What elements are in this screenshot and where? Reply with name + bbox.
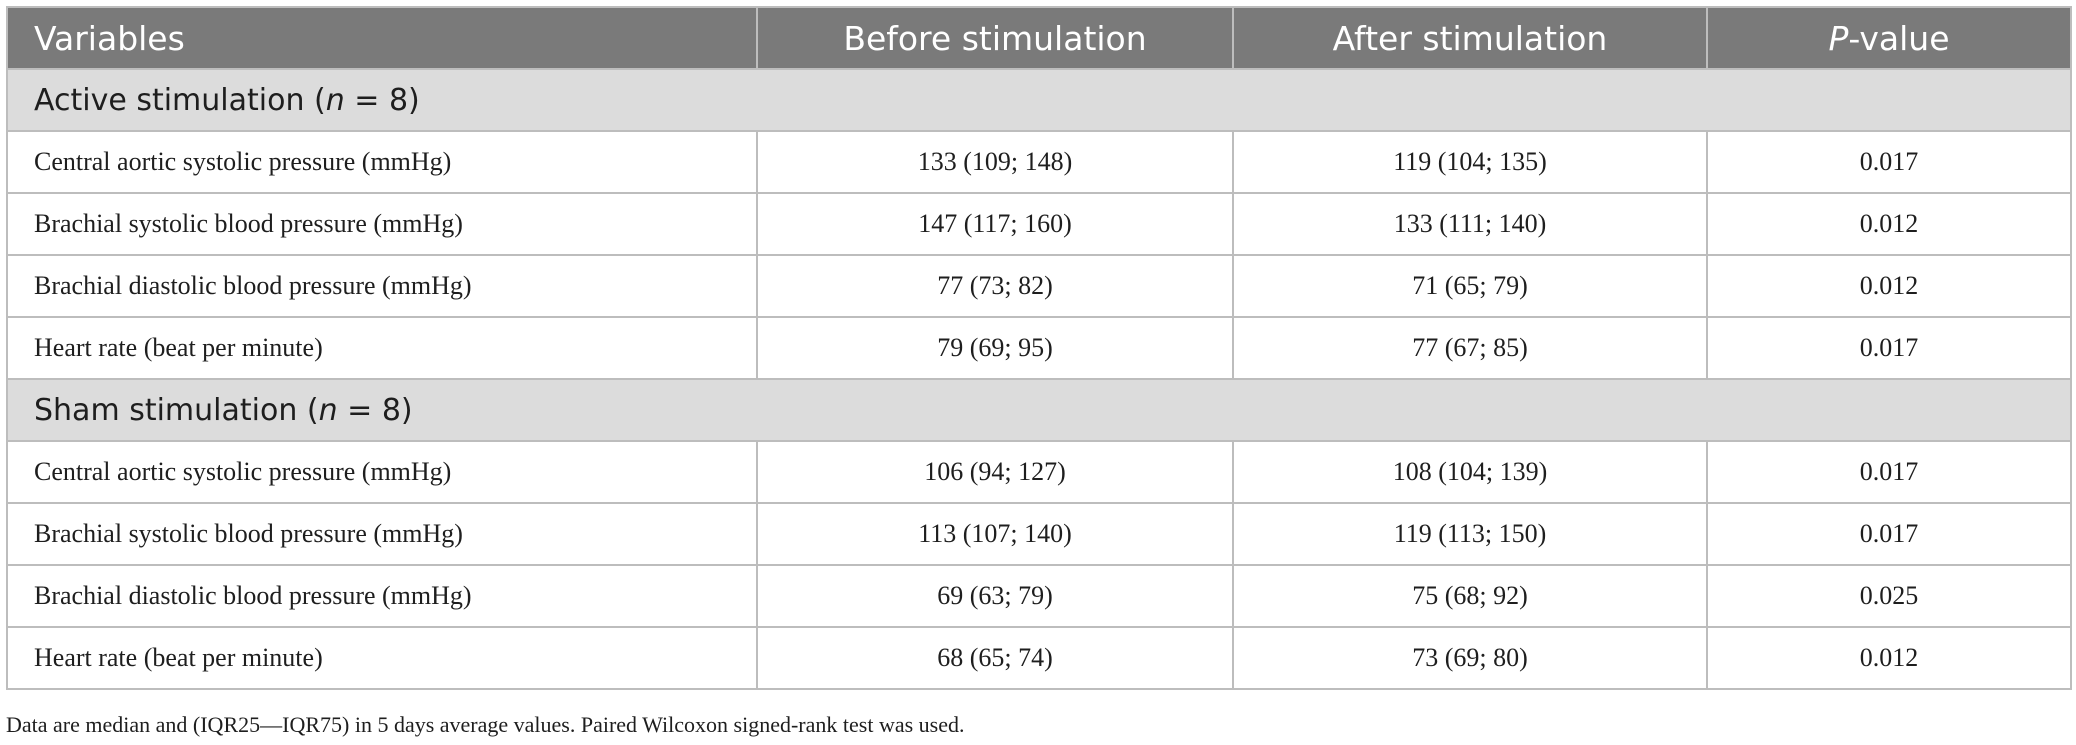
header-p-italic: P <box>1828 18 1849 58</box>
cell-p-value: 0.012 <box>1706 626 2072 690</box>
group-label-n: n <box>318 392 338 428</box>
group-label-n: n <box>325 82 345 118</box>
table-row: Central aortic systolic pressure (mmHg) … <box>6 440 2072 504</box>
cell-p-value: 0.012 <box>1706 192 2072 256</box>
table-row: Brachial systolic blood pressure (mmHg) … <box>6 192 2072 256</box>
cell-variable: Heart rate (beat per minute) <box>6 316 758 380</box>
cell-after: 119 (113; 150) <box>1232 502 1708 566</box>
table-row: Heart rate (beat per minute) 68 (65; 74)… <box>6 626 2072 690</box>
table-row: Heart rate (beat per minute) 79 (69; 95)… <box>6 316 2072 380</box>
cell-p-value: 0.017 <box>1706 130 2072 194</box>
cell-after: 108 (104; 139) <box>1232 440 1708 504</box>
cell-before: 68 (65; 74) <box>756 626 1234 690</box>
cell-p-value: 0.012 <box>1706 254 2072 318</box>
cell-before: 69 (63; 79) <box>756 564 1234 628</box>
header-p-rest: -value <box>1848 18 1950 58</box>
cell-before: 77 (73; 82) <box>756 254 1234 318</box>
cell-before: 113 (107; 140) <box>756 502 1234 566</box>
cell-after: 75 (68; 92) <box>1232 564 1708 628</box>
results-table: Variables Before stimulation After stimu… <box>6 6 2072 690</box>
cell-before: 133 (109; 148) <box>756 130 1234 194</box>
cell-after: 119 (104; 135) <box>1232 130 1708 194</box>
group-row-active: Active stimulation (n = 8) <box>6 68 2072 132</box>
cell-before: 147 (117; 160) <box>756 192 1234 256</box>
group-row-sham: Sham stimulation (n = 8) <box>6 378 2072 442</box>
cell-variable: Brachial systolic blood pressure (mmHg) <box>6 192 758 256</box>
cell-before: 79 (69; 95) <box>756 316 1234 380</box>
cell-variable: Brachial diastolic blood pressure (mmHg) <box>6 564 758 628</box>
cell-after: 71 (65; 79) <box>1232 254 1708 318</box>
group-label-suffix: = 8) <box>344 82 420 118</box>
cell-variable: Heart rate (beat per minute) <box>6 626 758 690</box>
group-label-sham: Sham stimulation (n = 8) <box>6 378 2072 442</box>
group-label-prefix: Sham stimulation ( <box>34 392 319 428</box>
header-p-value: P-value <box>1706 6 2072 70</box>
cell-after: 133 (111; 140) <box>1232 192 1708 256</box>
group-label-prefix: Active stimulation ( <box>34 82 326 118</box>
header-variables: Variables <box>6 6 758 70</box>
cell-after: 77 (67; 85) <box>1232 316 1708 380</box>
header-after-stimulation: After stimulation <box>1232 6 1708 70</box>
cell-before: 106 (94; 127) <box>756 440 1234 504</box>
header-before-stimulation: Before stimulation <box>756 6 1234 70</box>
table-row: Central aortic systolic pressure (mmHg) … <box>6 130 2072 194</box>
table-row: Brachial diastolic blood pressure (mmHg)… <box>6 564 2072 628</box>
cell-variable: Central aortic systolic pressure (mmHg) <box>6 440 758 504</box>
header-row: Variables Before stimulation After stimu… <box>6 6 2072 70</box>
cell-p-value: 0.017 <box>1706 502 2072 566</box>
table-row: Brachial systolic blood pressure (mmHg) … <box>6 502 2072 566</box>
cell-after: 73 (69; 80) <box>1232 626 1708 690</box>
cell-p-value: 0.017 <box>1706 316 2072 380</box>
table-row: Brachial diastolic blood pressure (mmHg)… <box>6 254 2072 318</box>
cell-variable: Brachial diastolic blood pressure (mmHg) <box>6 254 758 318</box>
table-footnote: Data are median and (IQR25—IQR75) in 5 d… <box>6 712 965 737</box>
group-label-active: Active stimulation (n = 8) <box>6 68 2072 132</box>
cell-variable: Brachial systolic blood pressure (mmHg) <box>6 502 758 566</box>
cell-variable: Central aortic systolic pressure (mmHg) <box>6 130 758 194</box>
cell-p-value: 0.017 <box>1706 440 2072 504</box>
group-label-suffix: = 8) <box>337 392 413 428</box>
cell-p-value: 0.025 <box>1706 564 2072 628</box>
